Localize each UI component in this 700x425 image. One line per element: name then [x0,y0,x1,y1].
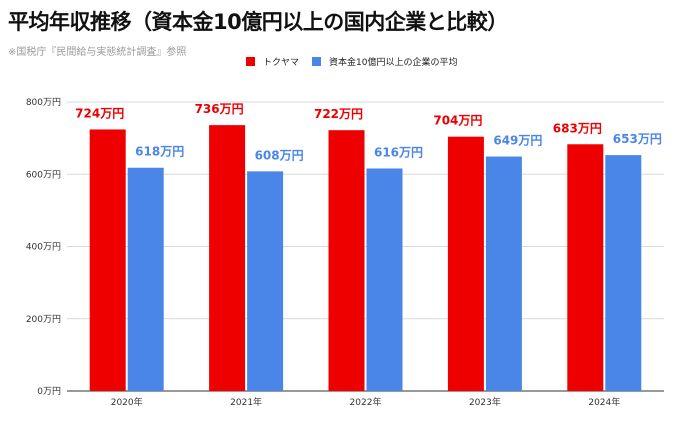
legend-item-company: トクヤマ [246,55,299,68]
x-tick-label: 2024年 [588,396,620,408]
legend-item-average: 資本金10億円以上の企業の平均 [312,55,457,68]
legend-label-average: 資本金10億円以上の企業の平均 [329,58,458,68]
x-tick-label: 2021年 [230,396,262,408]
company-value-label: 704万円 [433,114,482,128]
y-tick-label: 400万円 [26,242,61,253]
average-bar [485,156,522,391]
company-value-label: 736万円 [195,102,244,116]
company-bar [209,125,246,392]
company-bar [328,130,365,392]
company-value-label: 683万円 [553,121,602,135]
legend-swatch-company [246,57,255,66]
average-value-label: 653万円 [613,132,662,146]
company-value-label: 722万円 [314,107,363,121]
average-bar [247,171,284,391]
average-value-label: 618万円 [135,145,184,159]
y-tick-label: 600万円 [26,169,61,180]
legend-swatch-average [312,57,321,66]
average-value-label: 649万円 [493,134,542,148]
legend-label-company: トクヤマ [263,58,300,68]
company-bar [89,129,126,391]
average-bar [366,168,403,391]
average-value-label: 616万円 [374,145,423,159]
average-value-label: 608万円 [255,148,304,162]
x-tick-label: 2023年 [469,396,501,408]
average-bar [127,167,164,391]
company-value-label: 724万円 [75,106,124,120]
y-tick-label: 200万円 [26,314,61,325]
company-bar [447,136,484,391]
average-bar [605,155,642,391]
x-tick-label: 2022年 [350,396,382,408]
y-tick-label: 0万円 [37,386,61,397]
y-tick-label: 800万円 [26,97,61,108]
chart-title: 平均年収推移（資本金10億円以上の国内企業と比較） [8,10,508,34]
x-tick-label: 2020年 [111,396,143,408]
chart-source-note: ※国税庁『民間給与実態統計調査』参照 [8,47,187,58]
company-bar [567,144,604,391]
